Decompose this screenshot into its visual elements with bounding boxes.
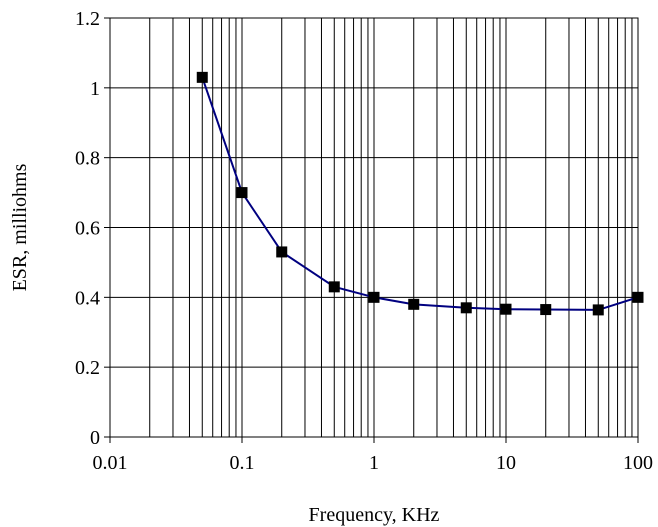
data-point-marker [196, 71, 208, 83]
series-line [201, 77, 639, 311]
y-tick-label: 0.4 [75, 287, 100, 309]
data-point-marker [500, 303, 512, 315]
x-tick-label: 0.1 [230, 452, 255, 474]
y-tick-label: 0.6 [75, 218, 100, 240]
data-point-marker [408, 298, 420, 310]
data-point-marker [592, 304, 604, 316]
data-point-marker [276, 246, 288, 258]
y-tick-label: 0 [90, 427, 100, 449]
data-point-marker [328, 281, 340, 293]
y-tick-label: 1.2 [75, 8, 100, 30]
x-tick-label: 10 [496, 452, 516, 474]
tick-labels: 0.01 0.1 1 10 100 0 0.2 0.4 0.6 0.8 1 1.2 [75, 8, 653, 474]
y-tick-label: 1 [90, 78, 100, 100]
x-axis-title: Frequency, KHz [309, 504, 440, 526]
y-tick-label: 0.2 [75, 357, 100, 379]
x-tick-label: 100 [623, 452, 653, 474]
x-tick-label: 0.01 [93, 452, 128, 474]
data-point-marker [368, 291, 380, 303]
data-point-marker [460, 302, 472, 314]
data-point-marker [540, 304, 552, 316]
grid [109, 17, 638, 438]
data-point-marker [236, 187, 248, 199]
x-tick-label: 1 [369, 452, 379, 474]
data-point-marker [632, 291, 644, 303]
y-axis-title: ESR, milliohms [9, 163, 31, 291]
y-tick-label: 0.8 [75, 148, 100, 170]
data-series [196, 71, 644, 316]
